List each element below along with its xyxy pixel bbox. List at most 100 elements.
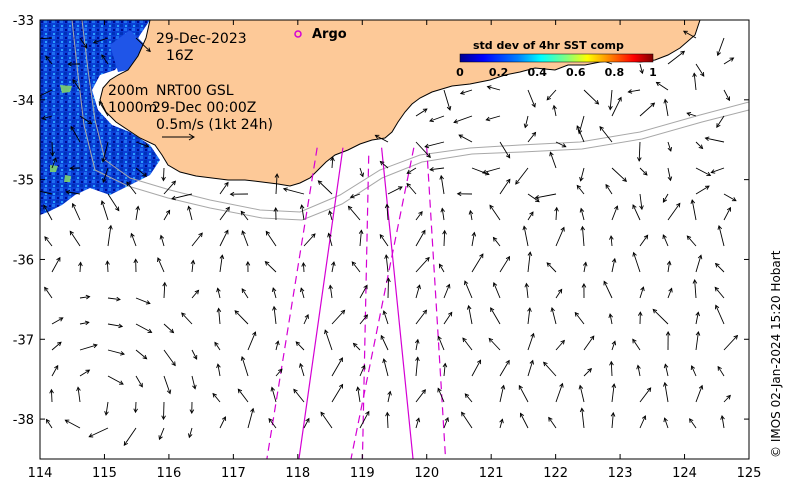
lon-tick-label: 115 [92, 466, 117, 481]
current-arrow-icon [499, 359, 510, 377]
current-arrow-icon [580, 225, 586, 247]
current-arrow-icon [639, 387, 652, 403]
current-arrow-icon [611, 205, 619, 221]
current-arrow-icon [374, 134, 389, 143]
current-arrow-icon [107, 349, 125, 356]
current-arrow-icon [379, 233, 389, 247]
lat-tick-label: -37 [13, 333, 34, 348]
current-arrow-icon [64, 419, 81, 429]
current-arrow-icon [133, 401, 138, 414]
current-arrow-icon [107, 224, 113, 247]
current-arrow-icon [522, 225, 529, 247]
colorbar-tick-label: 0.8 [605, 66, 625, 79]
current-arrow-icon [414, 338, 420, 351]
current-arrow-icon [241, 230, 249, 247]
lon-tick-label: 118 [285, 466, 310, 481]
current-arrow-icon [331, 357, 343, 377]
current-arrow-icon [717, 224, 725, 247]
current-arrow-icon [102, 167, 109, 183]
current-arrow-icon [352, 342, 361, 351]
colorbar-title: std dev of 4hr SST comp [473, 39, 624, 52]
current-arrow-icon [78, 261, 83, 273]
current-arrow-icon [171, 193, 193, 201]
current-arrow-icon [611, 340, 617, 351]
current-arrow-icon [527, 332, 535, 351]
current-arrow-icon [695, 167, 712, 177]
current-arrow-icon [163, 209, 171, 221]
current-arrow-icon [555, 339, 565, 351]
current-arrow-icon [293, 388, 305, 403]
current-arrow-icon [161, 401, 166, 421]
current-arrow-icon [181, 312, 193, 325]
current-arrow-icon [190, 259, 196, 273]
current-arrow-icon [489, 204, 501, 221]
current-arrow-icon [527, 193, 540, 203]
current-arrow-icon [546, 262, 557, 273]
current-arrow-icon [219, 229, 229, 247]
current-arrow-icon [359, 284, 368, 299]
current-arrow-icon [135, 167, 148, 177]
current-arrow-icon [555, 226, 565, 247]
current-arrow-icon [107, 296, 121, 302]
current-arrow-icon [241, 288, 249, 299]
current-arrow-icon [45, 418, 53, 429]
date-label: 29-Dec-2023 [156, 31, 247, 47]
current-arrow-icon [324, 329, 333, 351]
current-arrow-icon [667, 50, 686, 65]
current-arrow-icon [576, 184, 585, 195]
current-arrow-icon [240, 355, 249, 377]
current-arrow-icon [710, 167, 725, 174]
current-arrow-icon [554, 206, 559, 221]
current-arrow-icon [51, 364, 59, 377]
colorbar-tick-label: 0.6 [566, 66, 586, 79]
current-arrow-icon [581, 283, 587, 299]
current-arrow-icon [611, 96, 622, 117]
current-arrow-icon [71, 202, 81, 221]
depth-200-label: 200m [108, 83, 148, 99]
current-arrow-icon [492, 281, 501, 299]
current-arrow-icon [301, 262, 306, 273]
current-arrow-icon [471, 253, 484, 273]
current-arrow-icon [219, 254, 225, 273]
current-arrow-icon [162, 281, 167, 299]
current-arrow-icon [273, 207, 279, 221]
colorbar-tick-label: 1 [649, 66, 657, 79]
current-arrow-icon [574, 311, 585, 325]
lon-tick-label: 116 [156, 466, 181, 481]
current-arrow-icon [665, 330, 671, 351]
current-arrow-icon [608, 313, 613, 325]
current-arrow-icon [216, 287, 221, 299]
current-arrow-icon [609, 360, 614, 377]
current-arrow-icon [386, 277, 391, 299]
current-arrow-icon [723, 57, 735, 65]
current-arrow-icon [359, 314, 369, 325]
current-arrow-icon [191, 232, 203, 247]
current-arrow-icon [636, 364, 641, 377]
current-arrow-icon [466, 304, 473, 325]
current-arrow-icon [331, 309, 346, 325]
current-arrow-icon [499, 255, 511, 273]
scale-arrow-icon [162, 133, 195, 141]
current-arrow-icon [490, 307, 501, 325]
current-arrow-icon [579, 407, 585, 429]
current-arrow-icon [695, 141, 704, 150]
current-arrow-icon [247, 407, 255, 429]
current-arrow-icon [555, 288, 563, 299]
current-arrow-icon [534, 193, 557, 200]
current-arrow-icon [499, 384, 506, 403]
current-arrow-icon [163, 375, 172, 395]
current-arrow-icon [443, 283, 451, 299]
current-arrow-icon [663, 98, 669, 117]
current-arrow-icon [704, 136, 725, 143]
colorbar: std dev of 4hr SST comp 0 0.2 0.4 0.6 0.8 1 [456, 39, 657, 79]
current-arrow-icon [88, 427, 109, 438]
current-arrow-icon [437, 335, 445, 351]
current-arrow-icon [583, 368, 593, 377]
current-arrow-icon [107, 193, 120, 212]
current-arrow-icon [442, 362, 448, 377]
current-arrow-icon [582, 261, 588, 273]
current-arrow-icon [695, 384, 704, 403]
current-arrow-icon [50, 141, 55, 157]
colorbar-tick-label: 0.2 [489, 66, 509, 79]
